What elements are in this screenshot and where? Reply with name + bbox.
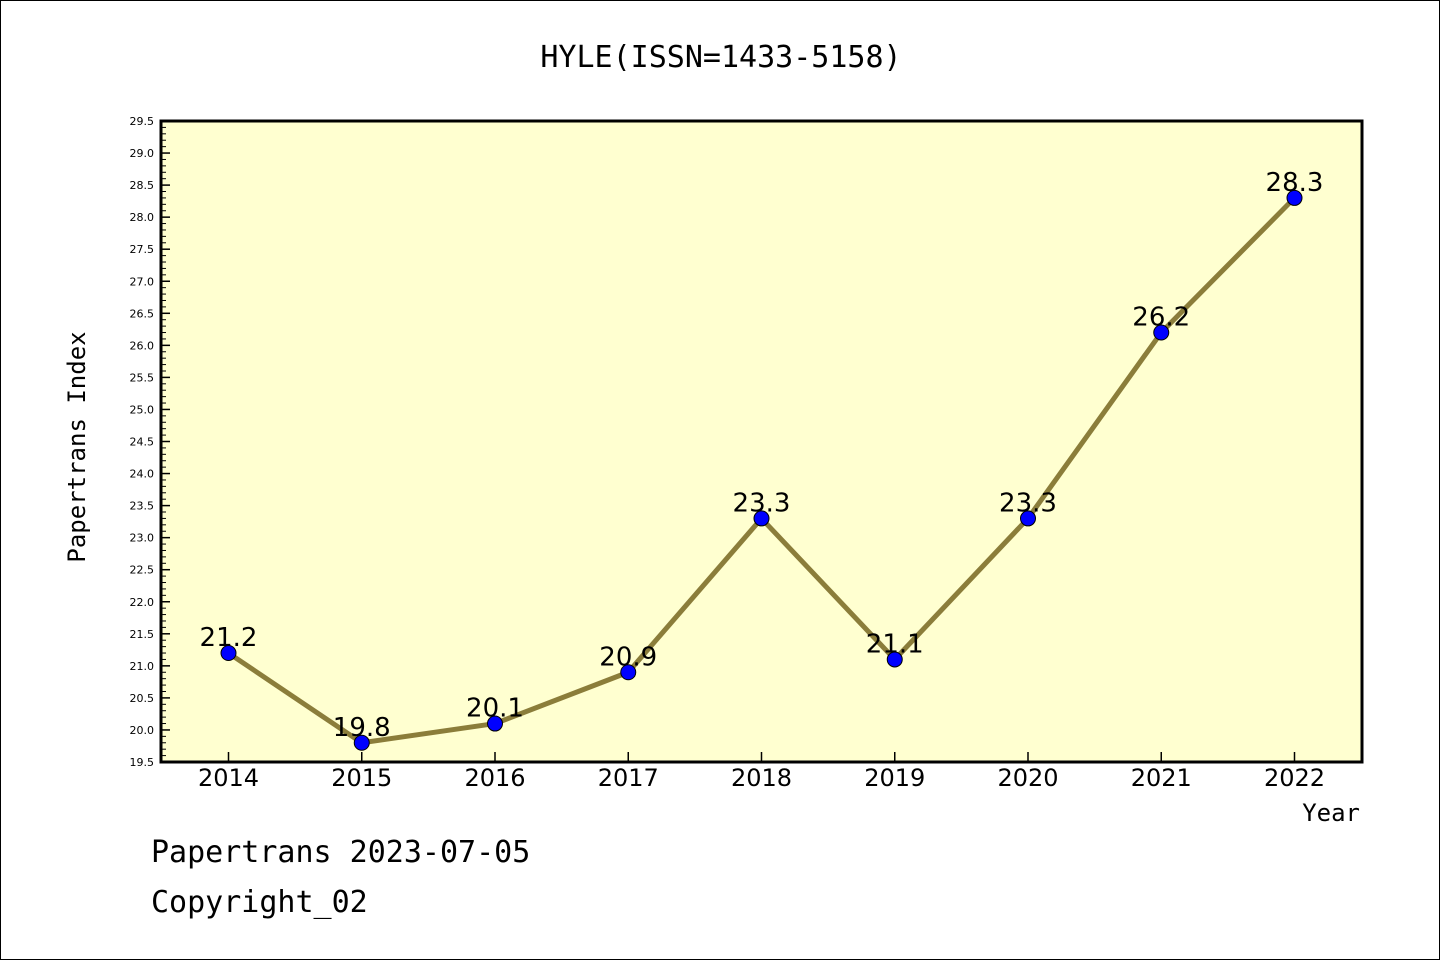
- data-label: 23.3: [999, 488, 1057, 518]
- data-label: 19.8: [333, 713, 391, 743]
- data-point: [353, 734, 370, 751]
- y-tick-label: 24.0: [130, 468, 155, 481]
- data-point: [886, 651, 903, 668]
- x-axis: 2014 2015 2016 2017 2018 2019 2020 2021 2022: [198, 752, 1325, 792]
- y-tick-label: 23.5: [130, 500, 155, 513]
- data-point: [220, 645, 237, 662]
- plot-area: [159, 119, 1364, 764]
- data-label: 26.2: [1132, 303, 1190, 333]
- y-axis: 19.5 20.0 20.5 21.0 21.5 22.0 22.5 23.0 23.5 24.0…: [130, 115, 170, 769]
- y-tick-label: 21.0: [130, 660, 155, 673]
- y-tick-label: 28.5: [130, 179, 155, 192]
- x-tick-label: 2016: [464, 764, 525, 792]
- x-tick-label: 2017: [598, 764, 659, 792]
- x-tick-label: 2014: [198, 764, 259, 792]
- data-point: [1286, 189, 1303, 206]
- y-tick-label: 26.0: [130, 339, 155, 352]
- y-tick-label: 22.5: [130, 564, 155, 577]
- data-label: 20.1: [466, 694, 524, 724]
- y-tick-label: 20.5: [130, 692, 155, 705]
- y-tick-label: 29.5: [130, 115, 155, 128]
- data-label: 20.9: [599, 642, 657, 672]
- footer-copyright: Copyright_02: [151, 885, 368, 920]
- data-label: 21.1: [866, 629, 924, 659]
- data-label: 21.2: [200, 623, 258, 653]
- data-label: 23.3: [733, 488, 791, 518]
- data-point: [753, 510, 770, 527]
- y-tick-label: 25.0: [130, 403, 155, 416]
- series: [220, 189, 1303, 751]
- data-point: [487, 715, 503, 732]
- x-tick-label: 2015: [331, 764, 392, 792]
- y-tick-label: 26.5: [130, 307, 155, 320]
- data-point: [620, 664, 637, 681]
- y-tick-label: 27.0: [130, 275, 155, 288]
- y-tick-label: 22.0: [130, 596, 155, 609]
- y-tick-label: 27.5: [130, 243, 155, 256]
- y-axis-label: Papertrans Index: [63, 331, 91, 562]
- chart-title: HYLE(ISSN=1433-5158): [540, 40, 901, 75]
- data-label: 28.3: [1266, 168, 1324, 198]
- x-tick-label: 2019: [864, 764, 925, 792]
- y-tick-label: 25.5: [130, 371, 155, 384]
- x-axis-label: Year: [1302, 799, 1360, 827]
- y-tick-label: 19.5: [130, 756, 155, 769]
- data-labels: 21.2 19.8 20.1 20.9 23.3 21.1 23.3 26.2 28.3: [200, 168, 1324, 743]
- x-tick-label: 2018: [731, 764, 792, 792]
- data-point: [1153, 324, 1170, 341]
- x-tick-label: 2022: [1264, 764, 1325, 792]
- y-tick-label: 23.0: [130, 532, 155, 545]
- y-tick-label: 21.5: [130, 628, 155, 641]
- x-tick-label: 2020: [997, 764, 1058, 792]
- y-tick-label: 29.0: [130, 147, 155, 160]
- footer-date: Papertrans 2023-07-05: [151, 835, 531, 870]
- y-tick-label: 24.5: [130, 436, 155, 449]
- data-point: [1020, 510, 1036, 527]
- y-tick-label: 28.0: [130, 211, 155, 224]
- y-tick-label: 20.0: [130, 724, 155, 737]
- x-tick-label: 2021: [1131, 764, 1192, 792]
